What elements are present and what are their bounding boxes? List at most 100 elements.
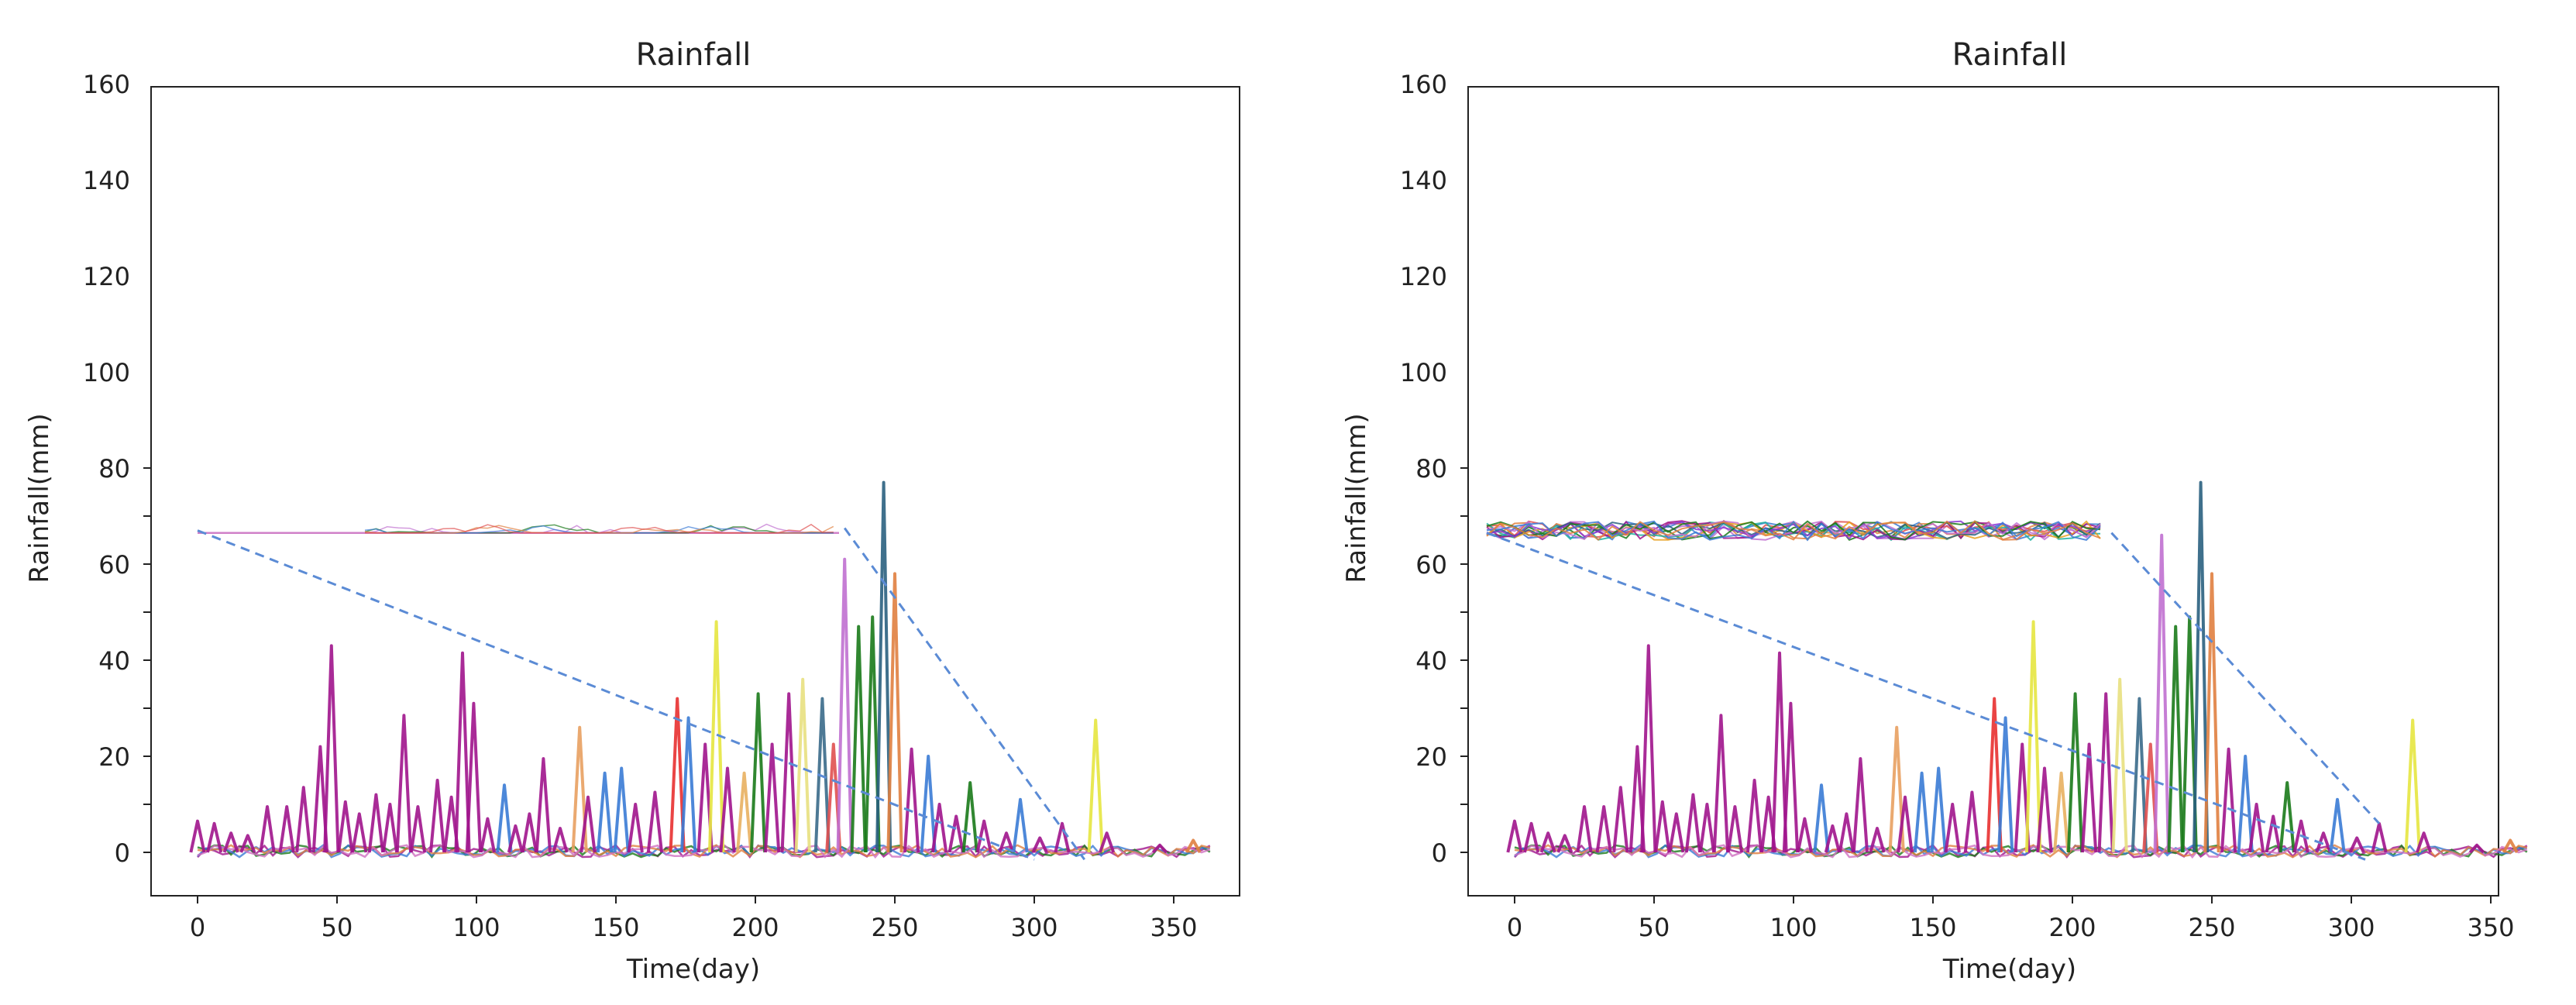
left-chart-ylabel: Rainfall(mm) [24,413,55,583]
rainfall-spike [2080,742,2098,853]
rainfall-spike [465,701,483,853]
rainfall-spike [2192,480,2210,853]
rainfall-spike [613,766,630,853]
rainfall-spike [1012,797,1029,853]
rainfall-spike [2111,677,2128,853]
rainfall-spike [886,572,903,853]
rainfall-spike [571,725,588,853]
rainfall-spike [2502,838,2519,853]
rainfall-spike [948,814,965,853]
rainfall-spike [1852,757,1869,853]
right-y-tick-label: 80 [1415,454,1447,484]
rainfall-spike [1087,718,1104,853]
right-plot-area [1486,480,2528,861]
right-plot-frame [1467,86,2499,897]
rainfall-spike [496,783,513,853]
rainfall-spike [1539,831,1556,853]
left-x-tick-label: 0 [190,913,205,942]
rainfall-spike [2237,755,2254,853]
rainfall-spike [2167,625,2184,853]
rainfall-spike [2131,697,2148,853]
rainfall-spike [2292,819,2309,853]
rainfall-spike [2329,797,2346,853]
rainfall-spike [669,697,686,853]
rainfall-spike [351,812,368,853]
right-x-tick-label: 0 [1507,913,1522,942]
upper-wave-series [365,524,834,534]
rainfall-spike [1771,651,1788,853]
rainfall-spike [2468,843,2485,854]
rainfall-spike [295,786,312,853]
left-y-tick-label: 20 [98,742,130,772]
rainfall-spike [1506,819,1523,853]
upper-band-series [1486,520,2101,541]
rainfall-spike [2036,766,2053,853]
rainfall-spike [1576,805,1593,853]
rainfall-spike [903,747,920,853]
left-plot-frame [150,86,1240,897]
left-chart: Rainfall Time(day) Rainfall(mm) 0 20 40 … [24,37,1240,985]
rainfall-spike [961,781,978,853]
rainfall-spike [189,819,206,853]
rainfall-spike [1897,795,1914,853]
right-x-tick-label: 250 [2188,913,2235,942]
right-chart-title: Rainfall [1952,37,2068,73]
rainfall-spike [521,812,538,853]
rainfall-spike [998,831,1015,853]
rainfall-spike [1698,803,1716,853]
rainfall-spike [749,692,767,853]
right-x-tick-label: 200 [2048,913,2096,942]
rainfall-spike [1813,783,1830,853]
dashed-connector [197,529,1035,861]
left-y-tick-label: 40 [98,646,130,676]
rainfall-spike [875,480,892,853]
rainfall-spike [627,803,644,853]
rainfall-spike [454,651,471,853]
rainfall-spike [367,793,385,853]
left-plot-area [189,480,1211,861]
right-x-tick-label: 350 [2467,913,2514,942]
rainfall-spike [2052,771,2070,853]
right-y-tick-label: 120 [1400,262,1447,291]
upper-band-series [1486,520,2101,541]
dashed-connector [2110,532,2381,824]
rainfall-spike [1031,836,1048,853]
rainfall-spike [1745,779,1763,853]
left-chart-title: Rainfall [636,37,751,73]
right-x-tick-label: 150 [1909,913,1956,942]
rainfall-spike [1986,697,2003,853]
left-y-tick-label: 0 [115,838,130,868]
rainfall-spike [2265,814,2282,853]
rainfall-spike [337,800,354,853]
rainfall-spike [1838,812,1855,853]
left-x-tick-label: 250 [871,913,918,942]
rainfall-spike [2024,620,2042,853]
rainfall-spike [479,817,497,853]
rainfall-spike [2348,836,2365,853]
rainfall-spike [2220,747,2237,853]
rainfall-spike [1726,805,1744,853]
rainfall-spike [323,644,340,853]
rainfall-spike [707,620,725,853]
left-x-tick-label: 150 [592,913,639,942]
rainfall-spike [1185,838,1202,853]
rainfall-spike [2315,831,2332,853]
rainfall-spike [1668,812,1685,853]
rainfall-spike [381,803,399,853]
left-y-tick-label: 100 [83,358,130,387]
left-y-tick-label: 80 [98,454,130,484]
rainfall-spike [535,757,552,853]
rainfall-spike [278,805,295,853]
right-chart-ylabel: Rainfall(mm) [1341,413,1372,583]
right-x-tick-label: 100 [1769,913,1817,942]
left-x-tick-label: 50 [322,913,353,942]
rainfall-spike [975,819,992,853]
rainfall-spike [2404,718,2421,853]
rainfall-spike [1595,805,1612,853]
rainfall-spike [735,771,753,853]
rainfall-spike [780,692,797,853]
left-y-tick-label: 160 [83,70,130,99]
left-y-tick-labels: 0 20 40 60 80 100 120 140 160 [83,70,130,868]
baseline-series [197,844,1211,859]
